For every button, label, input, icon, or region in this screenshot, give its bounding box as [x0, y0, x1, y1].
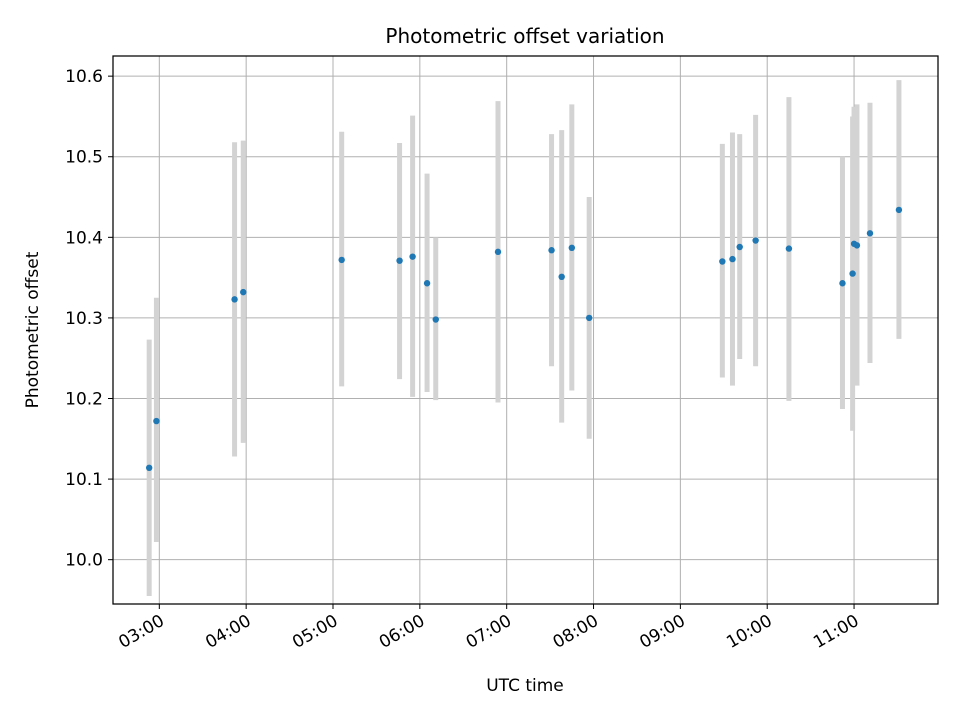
plot-frame	[112, 55, 939, 605]
data-point	[736, 243, 743, 251]
data-point	[548, 247, 555, 254]
y-tick-label: 10.1	[65, 470, 103, 490]
data-point	[849, 270, 856, 277]
data-point	[558, 273, 565, 281]
data-point	[729, 255, 736, 263]
data-point	[568, 244, 576, 251]
data-point	[231, 296, 238, 303]
data-point	[338, 256, 345, 264]
data-point	[423, 280, 431, 287]
x-axis-label: UTC time	[486, 676, 564, 696]
data-point	[853, 242, 861, 249]
data-point	[719, 258, 726, 265]
data-point	[752, 237, 759, 244]
point-layer	[145, 206, 903, 472]
y-tick-label: 10.6	[65, 67, 103, 87]
y-axis-label: Photometric offset	[23, 251, 43, 408]
data-point	[145, 464, 153, 472]
data-point	[839, 280, 846, 287]
y-tick-label: 10.0	[65, 551, 103, 571]
data-point	[432, 316, 439, 323]
y-tick-label: 10.2	[65, 390, 103, 410]
data-point	[866, 230, 874, 237]
chart-title: Photometric offset variation	[385, 24, 664, 48]
y-tick-label: 10.5	[65, 148, 103, 168]
data-point	[585, 314, 593, 322]
y-tick-label: 10.3	[65, 309, 103, 329]
data-point	[409, 253, 416, 260]
grid-layer	[113, 56, 938, 604]
data-point	[494, 248, 502, 256]
plot-area	[113, 56, 938, 604]
data-point	[153, 417, 160, 425]
data-point	[895, 206, 903, 214]
y-tick-label: 10.4	[65, 228, 103, 248]
data-point	[396, 257, 403, 264]
data-point	[240, 288, 247, 296]
data-point	[785, 245, 793, 252]
